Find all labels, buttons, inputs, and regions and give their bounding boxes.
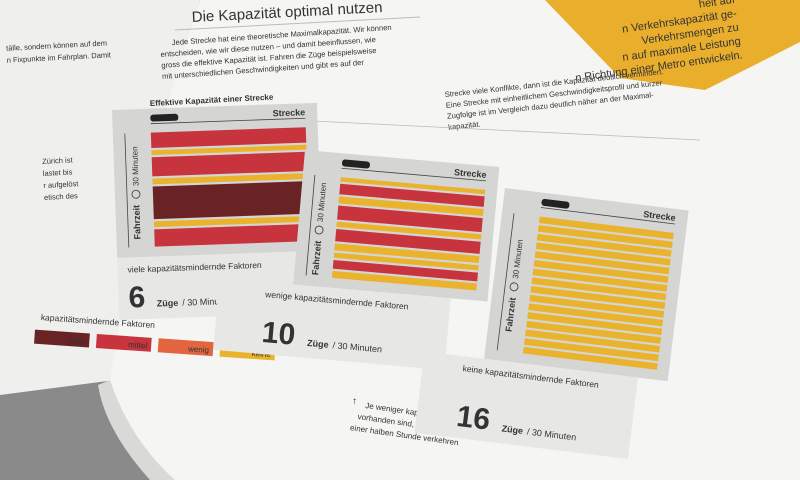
- unit-line: Züge/ 30 Minuten: [307, 338, 383, 355]
- axis-y-label: Fahrzeit: [131, 205, 142, 240]
- train-icon: [150, 113, 179, 122]
- caption-box: [213, 278, 451, 370]
- capacity-diagram: Strecke Fahrzeit 30 Minuten viele kapazität…: [112, 102, 325, 320]
- train-band: [531, 277, 667, 301]
- train-icon: [341, 159, 370, 169]
- callout-box: [545, 0, 800, 90]
- page-curl: [98, 380, 175, 480]
- diagrams: Strecke Fahrzeit 30 Minuten viele kapazität…: [112, 102, 689, 459]
- train-band: [150, 127, 307, 149]
- train-band: [151, 144, 307, 156]
- train-band: [332, 259, 478, 282]
- left-page: [0, 0, 200, 395]
- train-band: [525, 329, 660, 353]
- train-count: 16: [455, 400, 492, 437]
- axis-y-label: Fahrzeit: [310, 240, 323, 275]
- left-page-text: Zürich ist: [42, 155, 74, 166]
- train-band: [535, 242, 671, 266]
- train-band: [529, 294, 665, 318]
- duration-label: 30 Minuten: [130, 146, 140, 186]
- train-band: [337, 205, 483, 233]
- train-band: [537, 225, 673, 249]
- axis-x-label: Strecke: [454, 167, 487, 180]
- train-band: [151, 151, 308, 177]
- train-band: [532, 268, 668, 292]
- train-band: [334, 243, 480, 264]
- train-band: [538, 216, 674, 240]
- train-band: [530, 286, 666, 309]
- caption: viele kapazitätsmindernde Faktoren: [127, 260, 262, 275]
- train-band: [536, 233, 672, 257]
- train-band: [333, 252, 479, 271]
- unit: Züge: [501, 423, 524, 436]
- train-band: [338, 196, 484, 216]
- callout-text: heit auf: [698, 0, 736, 11]
- train-band: [534, 251, 670, 275]
- legend-label: wenig: [187, 344, 209, 355]
- clock-icon: [509, 282, 519, 292]
- legend-label: mittel: [128, 340, 148, 350]
- train-band: [336, 221, 482, 240]
- axis-y-label: Fahrzeit: [504, 297, 518, 332]
- left-page-text: lastet bis: [43, 167, 73, 178]
- train-band: [522, 346, 658, 370]
- left-page-text: etisch des: [44, 191, 78, 202]
- time-axis: [124, 133, 130, 248]
- note-arrow: ↑: [352, 396, 357, 407]
- train-icon: [541, 198, 570, 209]
- train-band: [335, 229, 481, 254]
- train-band: [524, 338, 659, 362]
- train-band: [528, 303, 664, 327]
- axis-x-label: Strecke: [273, 107, 306, 118]
- track: [150, 117, 306, 125]
- unit: Züge: [157, 298, 179, 309]
- duration-label: 30 Minuten: [316, 182, 328, 222]
- time-axis: [496, 213, 515, 351]
- legend-swatch: [157, 338, 214, 357]
- train-band: [152, 173, 308, 185]
- train-band: [154, 223, 310, 247]
- train-band: [527, 312, 663, 336]
- train-band: [153, 215, 310, 228]
- heading-rule: [174, 16, 421, 31]
- clock-icon: [131, 189, 141, 199]
- track: [341, 167, 487, 182]
- unit: Züge: [307, 338, 329, 350]
- train-band: [331, 270, 478, 291]
- time-axis: [305, 174, 316, 276]
- legend-label: viele: [69, 336, 87, 346]
- caption-box: [414, 351, 638, 459]
- axis-x-label: Strecke: [643, 209, 677, 223]
- train-band: [340, 177, 486, 195]
- left-page-text: r aufgelöst: [43, 179, 79, 190]
- per-unit: / 30 Minuten: [182, 296, 232, 308]
- train-band: [339, 183, 485, 207]
- legend-label: keine: [251, 349, 271, 359]
- train-band: [526, 320, 661, 344]
- legend-swatch: [34, 329, 90, 348]
- legend-swatch: [95, 333, 152, 352]
- track: [540, 207, 675, 225]
- train-band: [533, 259, 669, 283]
- train-band: [152, 181, 309, 220]
- per-unit: / 30 Minuten: [332, 340, 382, 354]
- train-count: 6: [128, 281, 146, 315]
- unit-line: Züge/ 30 Minuten: [157, 296, 232, 309]
- train-count: 10: [260, 316, 296, 352]
- clock-icon: [314, 225, 324, 235]
